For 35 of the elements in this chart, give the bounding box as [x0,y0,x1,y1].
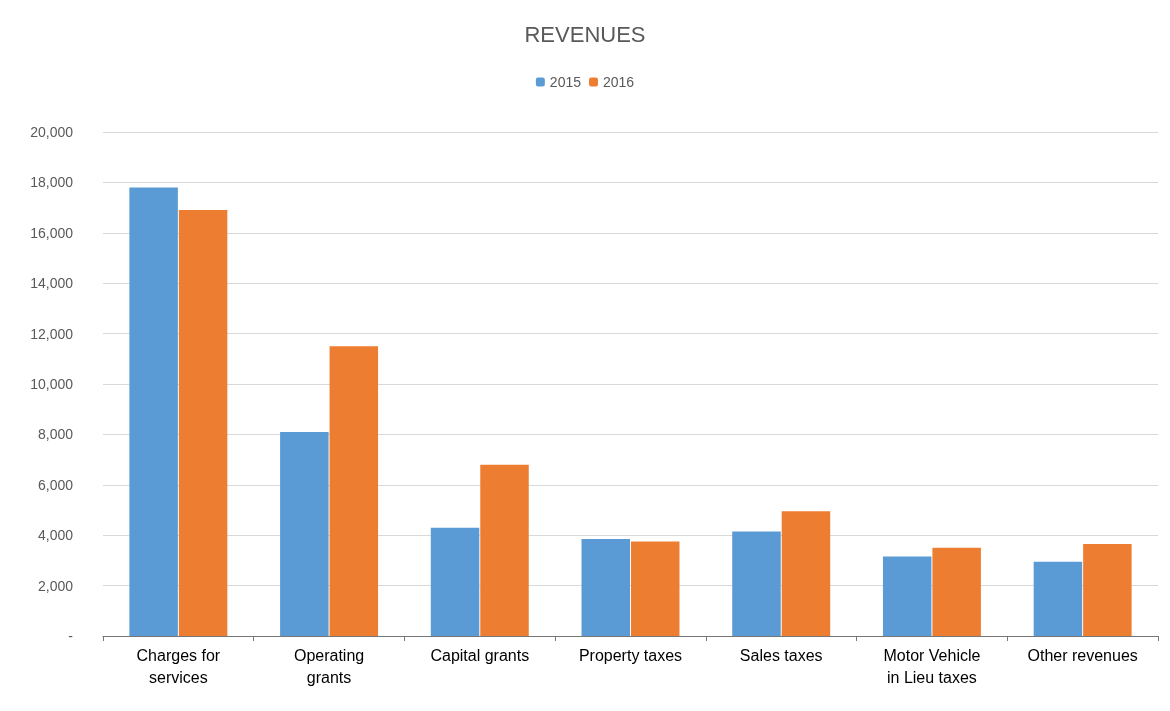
bar [480,464,529,636]
y-tick-label: 14,000 [30,275,74,292]
y-tick-label: 12,000 [30,325,74,342]
y-tick-label: 20,000 [30,124,74,140]
y-tick-label: - [68,628,74,644]
chart-title: REVENUES [524,21,646,47]
y-tick-label: 10,000 [30,376,74,392]
bar [732,531,781,636]
x-tick-label: Sales taxes [739,646,823,664]
y-tick-label: 8,000 [37,426,74,443]
y-tick-label: 18,000 [30,174,74,191]
legend-label: 2015 [549,74,582,90]
bar [630,541,680,636]
bar [329,346,379,636]
bar [932,547,981,636]
bar [581,538,631,636]
x-tick-label: Capital grants [430,646,530,664]
x-tick-label: Charges for services [136,646,221,686]
x-tick-label: Other revenues [1027,646,1138,664]
y-tick-label: 6,000 [37,476,74,493]
bar [1083,544,1132,636]
x-tick-label: Operating grants [293,646,365,686]
y-tick-label: 2,000 [37,577,74,594]
legend-label: 2016 [603,74,635,90]
bar [430,527,480,636]
bar [129,187,178,636]
bar [781,511,831,636]
bar [1033,561,1083,636]
x-tick-label: Motor Vehicle in Lieu taxes [883,646,981,686]
y-tick-label: 4,000 [37,527,74,544]
bar [882,556,932,636]
bar [280,431,329,636]
y-tick-label: 16,000 [30,224,74,241]
x-tick-label: Property taxes [578,646,683,664]
bar [178,210,228,636]
